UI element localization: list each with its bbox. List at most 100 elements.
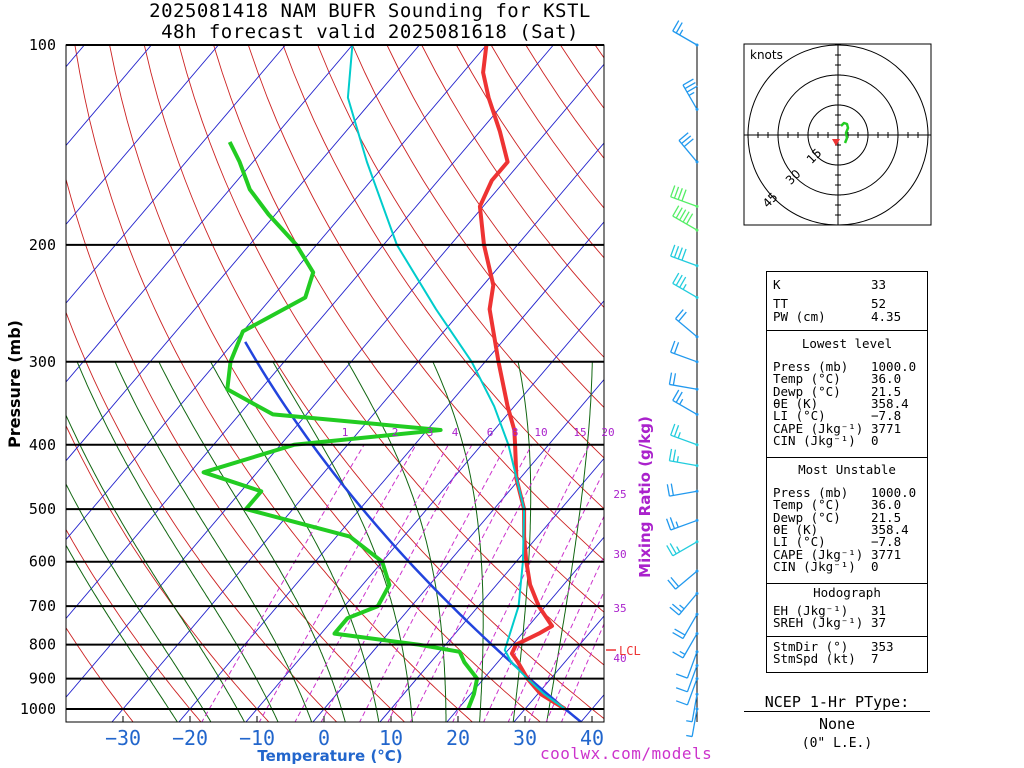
wind-barb-flag xyxy=(671,603,682,613)
plot-area xyxy=(66,45,604,722)
index-label: Temp (°C) xyxy=(773,371,841,387)
isotherm xyxy=(66,45,487,541)
wind-barb-staff xyxy=(670,351,698,363)
divider xyxy=(767,583,927,584)
wind-barb-flag xyxy=(675,207,683,219)
temperature-tick-label: 10 xyxy=(379,726,403,750)
wind-barb-flag xyxy=(670,185,676,198)
temperature-tick-label: −10 xyxy=(239,726,275,750)
wind-barb-flag xyxy=(673,186,680,199)
isotherm xyxy=(66,45,554,620)
mixing-ratio-value-label: 8 xyxy=(512,426,519,439)
wind-barb-flag xyxy=(675,391,683,403)
index-value: 3771 xyxy=(871,546,902,562)
wind-barb-flag xyxy=(665,518,672,531)
index-value: 36.0 xyxy=(871,497,902,513)
isotherm xyxy=(66,45,286,304)
wind-barb-flag xyxy=(681,135,692,145)
wind-barb-flag xyxy=(669,517,676,529)
moist-adiabat xyxy=(432,361,484,722)
wind-barb-flag xyxy=(684,82,696,90)
wind-barb-staff xyxy=(669,490,698,497)
mixing-ratio-value-label: 10 xyxy=(534,426,547,439)
wind-barb-half-flag xyxy=(679,604,685,610)
wind-barb-flag xyxy=(675,700,688,706)
mixing-ratio-line xyxy=(258,444,417,722)
divider xyxy=(767,457,927,458)
wind-barb-flag xyxy=(672,373,677,386)
wind-barb-flag xyxy=(675,22,683,34)
index-pw: PW (cm) 4.35 xyxy=(773,309,902,324)
moist-adiabat xyxy=(347,361,447,722)
hodograph-heading: Hodograph xyxy=(813,585,881,600)
wind-barb-flag xyxy=(670,244,676,257)
wind-barb-flag xyxy=(669,543,677,555)
pressure-tick-label: 200 xyxy=(29,236,56,254)
index-row: Dewp (°C) 21.5 xyxy=(773,385,923,398)
moist-adiabat xyxy=(158,361,346,722)
dry-adiabat xyxy=(351,45,604,409)
index-row: LI (°C) −7.8 xyxy=(773,535,923,548)
wind-barb-flag xyxy=(673,246,680,258)
moist-adiabat xyxy=(66,414,246,722)
wind-barb-staff xyxy=(672,215,698,231)
pressure-tick-label: 900 xyxy=(29,670,56,688)
index-label: LI (°C) xyxy=(773,408,826,424)
divider xyxy=(744,711,930,712)
wind-barb-half-flag xyxy=(682,283,687,290)
index-value: 353 xyxy=(871,639,894,654)
index-row: StmDir (°) 353 xyxy=(773,640,923,653)
wind-barb-half-flag xyxy=(676,546,681,553)
wind-barb-flag xyxy=(686,213,694,225)
dry-adiabat xyxy=(66,528,202,722)
index-label: SREH (Jkg⁻¹) xyxy=(773,615,864,631)
wind-barb-flag xyxy=(679,209,687,221)
wind-barb-flag xyxy=(672,20,680,32)
mixing-ratio-value-label: 30 xyxy=(613,548,626,561)
wind-barb-flag xyxy=(679,276,687,288)
temperature-tick-label: 30 xyxy=(513,726,537,750)
indices-panel: K 33 TT 52 PW (cm) 4.35 Lowest level Press … xyxy=(766,271,928,673)
dry-adiabat xyxy=(66,627,134,722)
site-credit: coolwx.com/models xyxy=(540,744,713,763)
wind-barb-flag xyxy=(672,449,677,462)
wind-barb-half-flag xyxy=(679,398,684,405)
mixing-ratio-value-label: 3 xyxy=(427,426,434,439)
pressure-tick-label: 400 xyxy=(29,436,56,454)
wind-barb-flag xyxy=(677,188,683,200)
pressure-tick-label: 1000 xyxy=(20,700,56,718)
isotherm xyxy=(111,142,604,722)
index-value: 0 xyxy=(871,432,879,448)
index-row: Press (mb) 1000.0 xyxy=(773,486,923,499)
series-dewpoint xyxy=(201,141,480,710)
wind-barb-flag xyxy=(668,448,673,461)
wind-barb-flag xyxy=(670,576,680,587)
wind-barb-half-flag xyxy=(676,456,679,463)
series-temperature xyxy=(477,45,567,711)
index-value: 358.4 xyxy=(871,521,909,537)
pressure-tick-label: 800 xyxy=(29,636,56,654)
index-row: LI (°C) −7.8 xyxy=(773,409,923,422)
wind-barb-flag xyxy=(672,205,680,217)
wind-barb-staff xyxy=(678,593,698,616)
index-k: K 33 xyxy=(773,277,887,292)
ptype-value: None xyxy=(818,715,856,733)
index-row: EH (Jkg⁻¹) 31 xyxy=(773,604,923,617)
divider xyxy=(767,636,927,637)
mixing-ratio-line xyxy=(320,444,473,722)
dry-adiabat xyxy=(213,45,604,613)
index-value: 37 xyxy=(871,615,887,631)
wind-barb-staff xyxy=(691,708,698,737)
wind-barb-half-flag xyxy=(679,29,684,36)
mixing-ratio-value-label: 35 xyxy=(613,602,626,615)
mixing-ratio-value-label: 2 xyxy=(392,426,399,439)
wind-barb-flag xyxy=(675,274,683,286)
moist-adiabat xyxy=(272,361,413,722)
index-tt: TT 52 xyxy=(773,296,887,311)
index-label: θE (K) xyxy=(773,521,819,537)
index-label: θE (K) xyxy=(773,395,819,411)
index-value: 0 xyxy=(871,558,879,574)
mixing-ratio-line xyxy=(452,444,590,722)
dry-adiabat xyxy=(317,45,604,459)
index-row: Temp (°C) 36.0 xyxy=(773,498,923,511)
